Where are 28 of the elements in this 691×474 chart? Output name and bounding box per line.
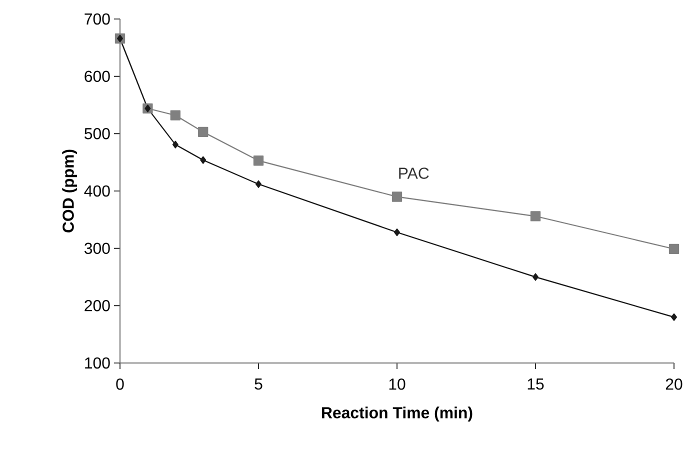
point (253, 156, 264, 166)
y-tick-label: 100 (85, 357, 110, 369)
x-tick-label: 10 (389, 378, 406, 390)
point (172, 140, 178, 148)
point (668, 244, 680, 254)
point (117, 34, 123, 42)
point (198, 126, 208, 138)
point (200, 156, 206, 164)
point (530, 211, 541, 222)
y-tick-label: 500 (84, 128, 110, 140)
point (394, 228, 400, 236)
y-tick-label: 600 (84, 70, 110, 82)
x-tick-label: 5 (254, 378, 262, 390)
point (170, 110, 180, 120)
point (392, 192, 402, 202)
x-tick-label: 15 (528, 378, 544, 390)
y-tick-label: 300 (84, 242, 110, 254)
point (256, 180, 262, 188)
x-axis-title: Reaction Time (min) (322, 406, 472, 422)
y-tick-label: 400 (84, 185, 110, 197)
x-tick-label: 0 (116, 378, 124, 390)
series-label: PAC (399, 168, 429, 179)
point (671, 313, 677, 321)
y-axis-title: COD (ppm) (62, 150, 78, 232)
point (532, 273, 538, 281)
x-tick-label: 20 (666, 378, 682, 390)
y-tick-label: 700 (84, 13, 110, 25)
y-tick-label: 200 (84, 300, 110, 312)
